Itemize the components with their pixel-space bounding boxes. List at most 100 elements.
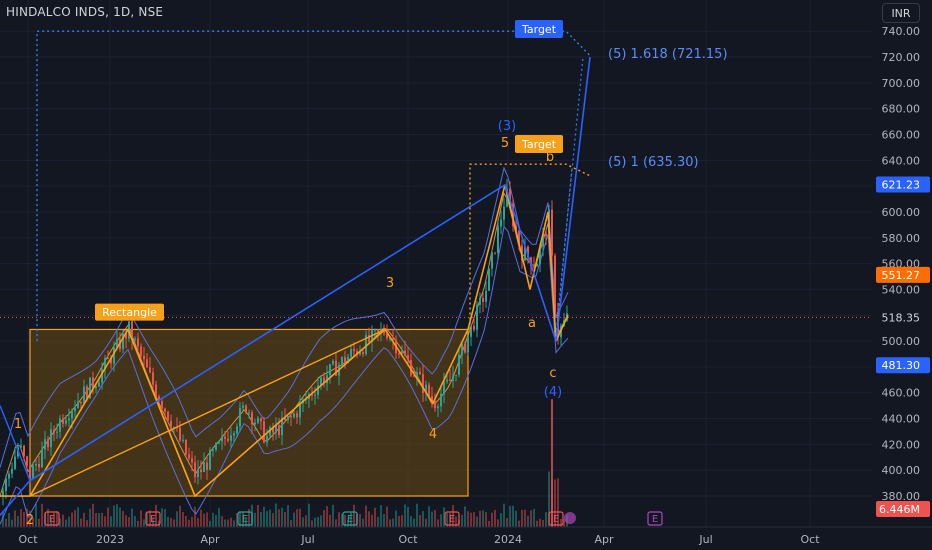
x-tick-label: Apr <box>200 533 220 546</box>
volume-label: 6.446M <box>879 503 920 516</box>
volume-bar <box>68 516 70 527</box>
volume-bar <box>302 517 304 527</box>
volume-bar <box>542 519 544 527</box>
candle-body <box>551 209 553 256</box>
fib-target-1618: (5) 1.618 (721.15) <box>608 47 728 62</box>
candle-body <box>437 406 439 409</box>
volume-bar <box>149 510 151 527</box>
volume-bar <box>497 519 499 527</box>
candle-body <box>404 350 406 356</box>
candle-body <box>215 443 217 450</box>
volume-bar <box>524 509 526 527</box>
volume-bar <box>281 507 283 527</box>
candle-body <box>68 418 70 421</box>
candle-body <box>257 418 259 423</box>
candle-body <box>365 335 367 355</box>
candle-body <box>74 407 76 411</box>
candle-body <box>26 456 28 466</box>
y-tick-label: 440.00 <box>882 413 921 426</box>
volume-bar <box>92 503 94 527</box>
volume-bar <box>305 515 307 527</box>
volume-bar <box>77 507 79 527</box>
volume-bar <box>254 512 256 527</box>
volume-bar <box>320 515 322 527</box>
candle-body <box>428 384 430 396</box>
candle-body <box>290 416 292 418</box>
y-tick-label: 540.00 <box>882 283 921 296</box>
volume-bar <box>287 505 289 527</box>
volume-bar <box>2 512 4 527</box>
wave-label: 3 <box>386 276 394 291</box>
volume-bar <box>221 516 223 527</box>
candle-body <box>29 465 31 479</box>
volume-bar <box>41 503 43 527</box>
candle-body <box>554 255 556 313</box>
candle-body <box>296 413 298 418</box>
candle-body <box>221 436 223 442</box>
currency-button[interactable]: INR <box>882 3 920 23</box>
candle-body <box>368 335 370 342</box>
volume-bar <box>158 520 160 527</box>
volume-bar <box>200 509 202 527</box>
volume-bar <box>101 512 103 527</box>
volume-bar <box>257 505 259 527</box>
earnings-marker-label: E <box>150 514 156 525</box>
volume-bar <box>521 509 523 527</box>
candle-body <box>506 188 508 207</box>
candle-body <box>326 375 328 384</box>
volume-bar <box>95 513 97 527</box>
candle-body <box>203 462 205 473</box>
candle-body <box>545 233 547 236</box>
volume-bar <box>344 515 346 527</box>
symbol-title: HINDALCO INDS, 1D, NSE <box>6 5 164 19</box>
candle-body <box>524 246 526 261</box>
target-label-orange: Target <box>521 138 557 151</box>
volume-bar <box>209 520 211 527</box>
earnings-marker-label: E <box>449 514 455 525</box>
volume-bar <box>353 504 355 527</box>
candle-body <box>188 454 190 459</box>
candle-body <box>143 355 145 360</box>
volume-bar <box>245 518 247 527</box>
volume-bar <box>47 508 49 527</box>
candle-body <box>446 379 448 382</box>
volume-bar <box>440 514 442 527</box>
earnings-marker-icon <box>44 511 60 526</box>
x-tick-label: Oct <box>398 533 418 546</box>
volume-bar <box>338 512 340 527</box>
volume-bar <box>182 512 184 527</box>
wave-line-orange-2 <box>29 328 386 497</box>
candle-body <box>353 349 355 352</box>
volume-bar <box>479 510 481 527</box>
candle-body <box>386 333 388 339</box>
volume-bar <box>518 520 520 527</box>
volume-bar <box>512 505 514 527</box>
volume-bar <box>413 518 415 527</box>
price-label: 481.30 <box>882 359 921 372</box>
volume-bar <box>167 516 169 527</box>
earnings-marker-label: E <box>553 514 559 525</box>
candle-body <box>518 230 520 246</box>
volume-bar <box>239 511 241 527</box>
volume-bar <box>503 503 505 527</box>
volume-bar <box>407 506 409 527</box>
candle-body <box>410 360 412 376</box>
volume-bar <box>467 511 469 527</box>
candle-body <box>218 441 220 444</box>
volume-bar <box>125 515 127 527</box>
candle-body <box>392 338 394 340</box>
y-tick-label: 500.00 <box>882 335 921 348</box>
volume-bar <box>395 510 397 527</box>
volume-bar <box>146 512 148 527</box>
volume-bar <box>335 519 337 527</box>
candle-body <box>440 393 442 407</box>
candle-body <box>500 219 502 227</box>
y-tick-label: 460.00 <box>882 387 921 400</box>
volume-bar <box>473 512 475 527</box>
candle-body <box>86 386 88 399</box>
volume-bar <box>164 509 166 527</box>
candle-body <box>347 356 349 363</box>
candle-body <box>146 359 148 368</box>
volume-bar <box>410 516 412 527</box>
